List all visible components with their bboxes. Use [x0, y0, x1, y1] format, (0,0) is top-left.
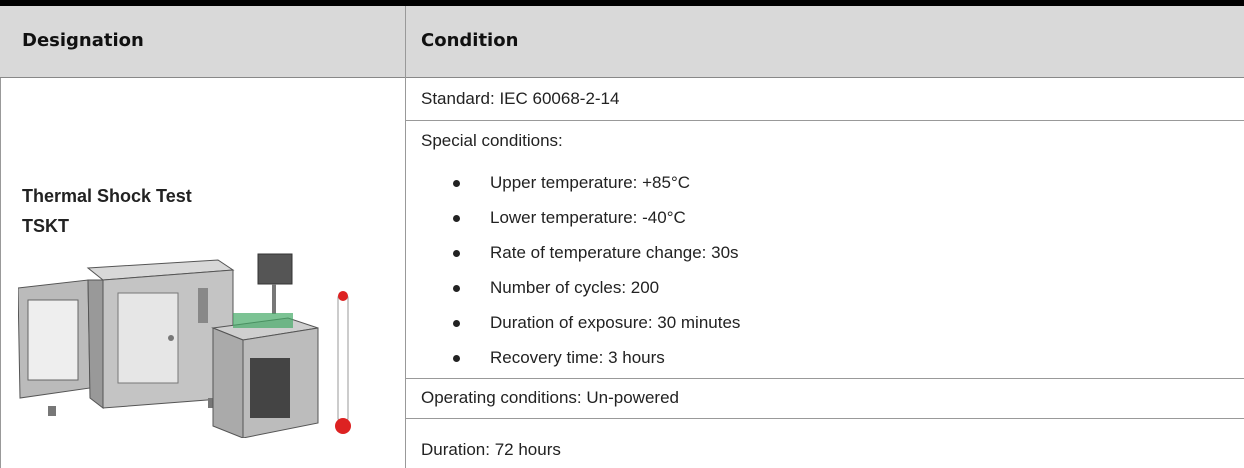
- row-divider: [405, 120, 1244, 121]
- designation-text: Thermal Shock Test: [22, 186, 192, 207]
- designation-text: TSKT: [22, 216, 69, 237]
- bullet: [453, 215, 460, 222]
- column-divider: [405, 6, 406, 468]
- column-header: Condition: [421, 30, 518, 51]
- bullet: [453, 285, 460, 292]
- bullet: [453, 320, 460, 327]
- equipment-illustration: [18, 248, 363, 438]
- header-row: Designation Condition: [0, 6, 1244, 78]
- column-header: Designation: [22, 30, 144, 51]
- bullet: [453, 180, 460, 187]
- bullet: [453, 355, 460, 362]
- table-page: Designation Condition Thermal Shock Test…: [0, 0, 1244, 468]
- condition-item: Duration of exposure: 30 minutes: [490, 313, 740, 333]
- condition-text: Duration: 72 hours: [421, 440, 561, 460]
- row-divider: [405, 418, 1244, 419]
- condition-item: Rate of temperature change: 30s: [490, 243, 739, 263]
- bullet: [453, 250, 460, 257]
- condition-item: Recovery time: 3 hours: [490, 348, 665, 368]
- condition-item: Number of cycles: 200: [490, 278, 659, 298]
- condition-item: Lower temperature: -40°C: [490, 208, 686, 228]
- condition-text: Standard: IEC 60068-2-14: [421, 89, 619, 109]
- row-divider: [405, 378, 1244, 379]
- condition-text: Special conditions:: [421, 131, 563, 151]
- left-border: [0, 78, 1, 468]
- condition-item: Upper temperature: +85°C: [490, 173, 690, 193]
- condition-text: Operating conditions: Un-powered: [421, 388, 679, 408]
